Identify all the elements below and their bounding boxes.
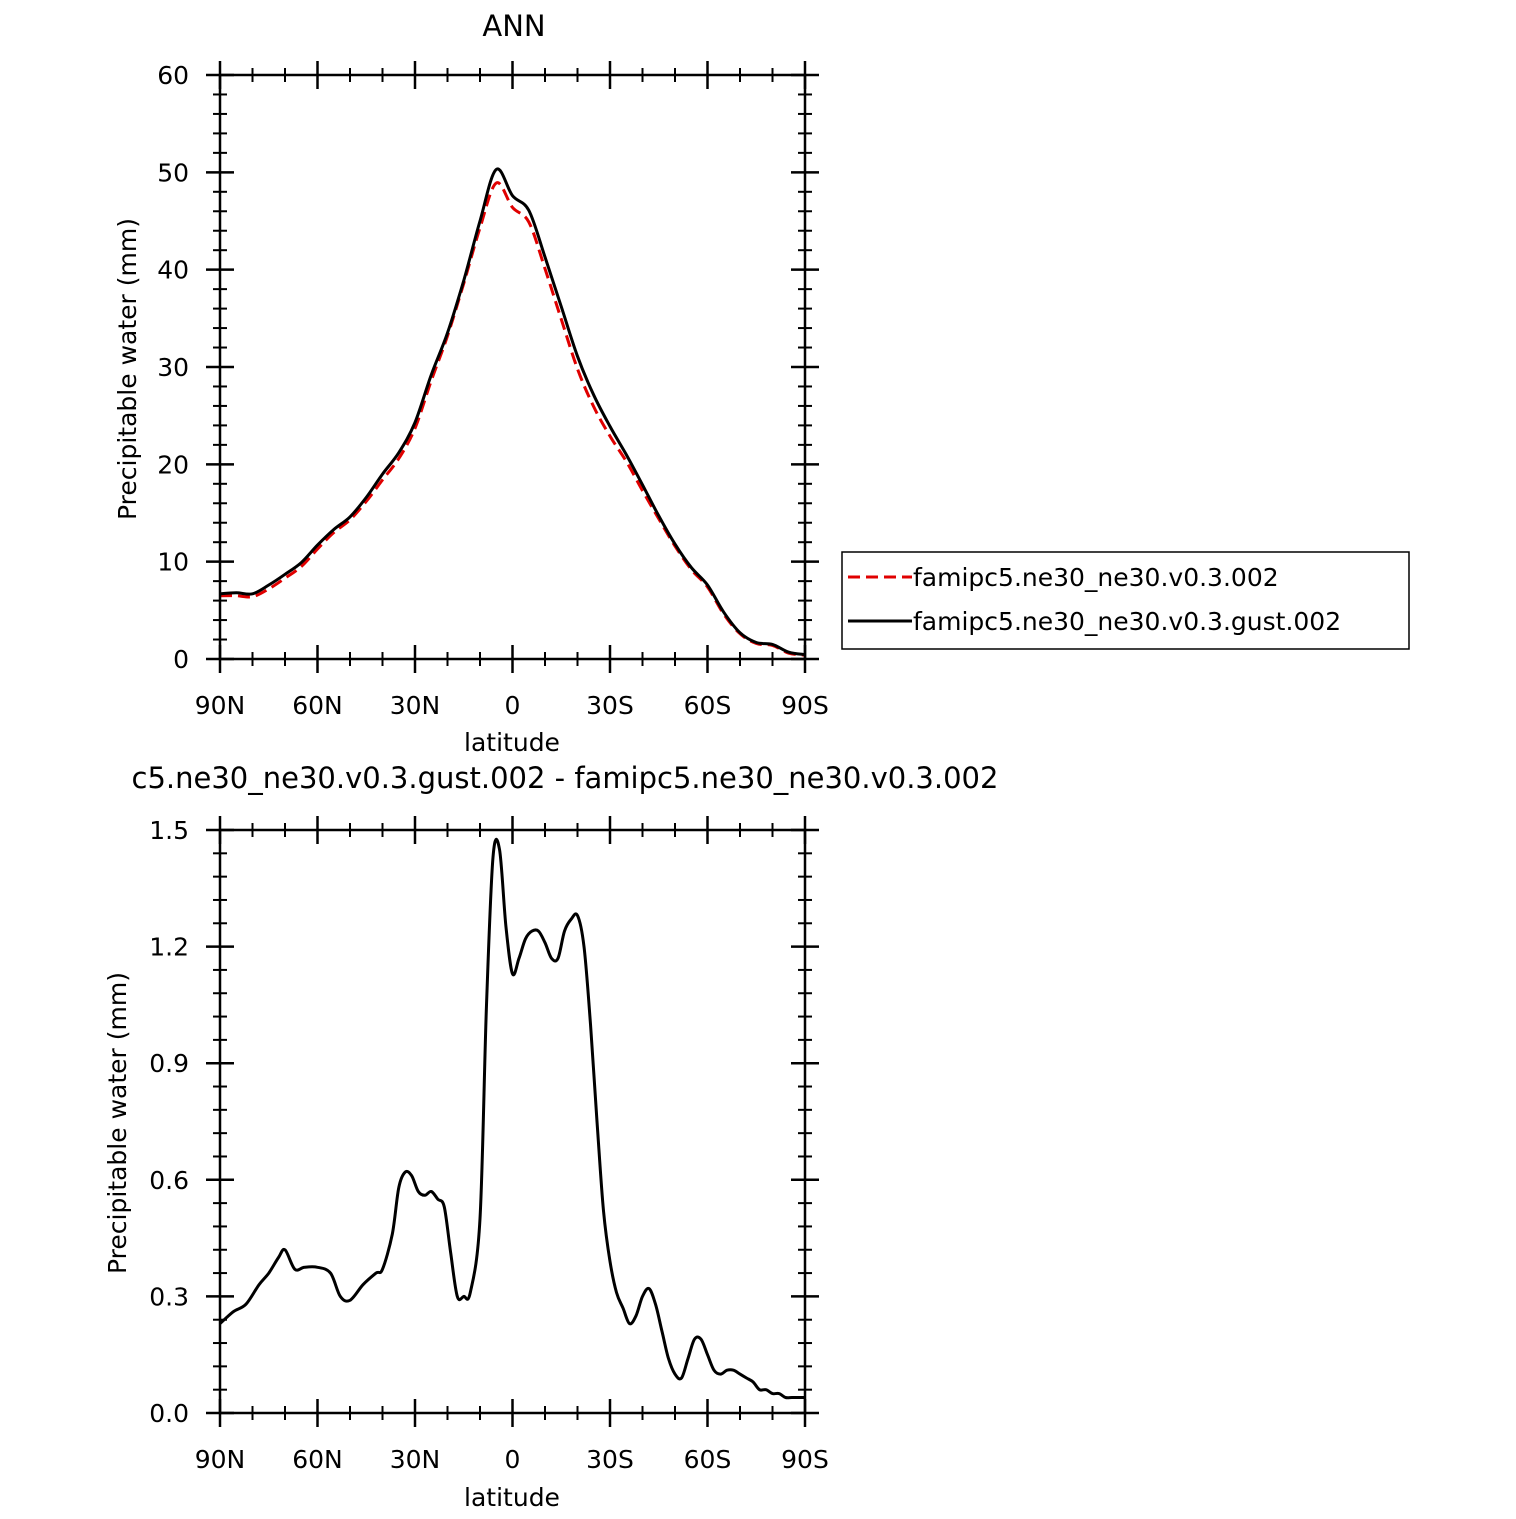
top-plot-frame (218, 73, 807, 661)
bottom-series-line-0 (219, 837, 805, 1400)
top-y-tick-label: 30 (157, 353, 189, 382)
bottom-tick-labels: 90N 60N 30N 0 30S 60S 90S 0.0 0.3 0.6 0.9 1.2 1.5 (149, 816, 829, 1474)
top-x-tick-label: 90S (781, 691, 829, 720)
top-series-line-1 (219, 167, 806, 657)
top-x-axis-label: latitude (464, 728, 560, 757)
bottom-panel: c5.ne30_ne30.v0.3.gust.002 - famipc5.ne3… (103, 761, 998, 1512)
bottom-x-tick-label: 90N (195, 1445, 246, 1474)
top-x-tick-label: 30S (586, 691, 634, 720)
top-x-tick-label: 90N (195, 691, 246, 720)
bottom-x-tick-label: 60S (684, 1445, 732, 1474)
top-y-tick-label: 10 (157, 548, 189, 577)
bottom-y-axis-label: Precipitable water (mm) (103, 972, 132, 1274)
bottom-x-tick-label: 30S (586, 1445, 634, 1474)
bottom-chart-title: c5.ne30_ne30.v0.3.gust.002 - famipc5.ne3… (132, 761, 999, 795)
top-y-tick-label: 60 (157, 61, 189, 90)
bottom-x-tick-label: 30N (390, 1445, 441, 1474)
bottom-series-lines (219, 837, 805, 1400)
bottom-y-tick-label: 0.0 (149, 1399, 189, 1428)
legend-label-gust: famipc5.ne30_ne30.v0.3.gust.002 (913, 607, 1341, 636)
bottom-plot-frame (218, 828, 807, 1415)
top-x-tick-label: 0 (505, 691, 521, 720)
top-y-tick-label: 40 (157, 256, 189, 285)
top-y-tick-label: 20 (157, 450, 189, 479)
bottom-y-tick-label: 0.6 (149, 1166, 189, 1195)
legend-label-control: famipc5.ne30_ne30.v0.3.002 (913, 563, 1279, 592)
top-y-axis-label: Precipitable water (mm) (113, 218, 142, 520)
legend: famipc5.ne30_ne30.v0.3.002 famipc5.ne30_… (841, 551, 1410, 650)
bottom-x-tick-label: 60N (292, 1445, 343, 1474)
bottom-y-tick-label: 0.9 (149, 1049, 189, 1078)
top-chart-title: ANN (482, 9, 545, 43)
top-y-tick-label: 50 (157, 158, 189, 187)
bottom-y-tick-label: 1.5 (149, 816, 189, 845)
bottom-y-tick-label: 0.3 (149, 1282, 189, 1311)
top-tick-labels: 90N 60N 30N 0 30S 60S 90S 0 10 20 30 40 50 60 (157, 61, 829, 720)
top-y-tick-label: 0 (173, 645, 189, 674)
top-x-tick-label: 60S (684, 691, 732, 720)
bottom-y-tick-label: 1.2 (149, 933, 189, 962)
top-x-tick-label: 60N (292, 691, 343, 720)
bottom-x-tick-label: 90S (781, 1445, 829, 1474)
bottom-x-axis-label: latitude (464, 1483, 560, 1512)
top-series-lines (219, 167, 806, 657)
bottom-x-tick-label: 0 (505, 1445, 521, 1474)
top-x-tick-label: 30N (390, 691, 441, 720)
top-panel: ANN Precipitable water (mm) latitude 90N… (113, 9, 829, 757)
legend-box (841, 551, 1410, 650)
